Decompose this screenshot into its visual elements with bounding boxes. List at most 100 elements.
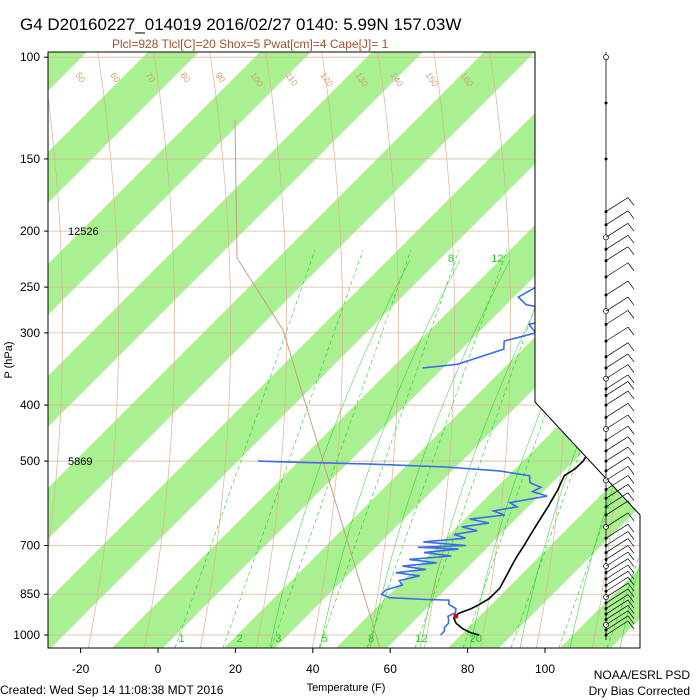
wind-barb-feather <box>627 564 635 574</box>
wind-barb-feather <box>627 466 635 475</box>
dry-adiabat <box>141 52 176 648</box>
wind-barb-feather <box>627 620 635 630</box>
temperature-band <box>396 52 640 648</box>
wind-barb <box>605 484 629 499</box>
wind-barb <box>605 551 629 567</box>
wind-barb <box>605 296 629 312</box>
x-tick-label: -20 <box>72 662 90 676</box>
wind-barb-feather <box>627 223 635 232</box>
wind-barb <box>605 492 629 508</box>
wind-barb <box>605 374 629 390</box>
wind-barb-feather <box>627 599 635 609</box>
wind-barb <box>605 456 629 472</box>
wind-barb-feather <box>627 425 635 435</box>
mixing-ratio-line <box>174 249 316 648</box>
wind-barb <box>605 538 629 553</box>
y-tick-label: 150 <box>20 152 40 166</box>
wind-barb-feather <box>627 594 635 603</box>
mixing-ratio-label: 24 <box>673 253 685 265</box>
wind-barb <box>605 414 629 430</box>
moist-adiabat <box>419 259 561 648</box>
wind-barb-feather <box>627 610 635 619</box>
wind-barbs <box>603 52 635 640</box>
wind-barb-feather <box>627 296 635 306</box>
wind-barb-feather <box>627 551 635 561</box>
wind-barb <box>605 558 629 573</box>
wind-barb <box>605 436 629 452</box>
wind-barb <box>605 523 629 539</box>
wind-barb <box>605 475 629 490</box>
dry-adiabat-label: 90 <box>213 70 227 84</box>
wind-barb <box>605 403 629 418</box>
wind-barb-feather <box>627 262 635 272</box>
wind-barb <box>605 223 629 238</box>
temperature-band <box>48 52 475 648</box>
wind-barb <box>605 381 629 396</box>
wind-barb <box>605 342 629 358</box>
dry-adiabat <box>48 52 64 648</box>
wind-barb-feather <box>627 353 635 363</box>
lcl-marker <box>453 613 459 619</box>
plot-frame <box>47 51 641 649</box>
wind-barb-feather <box>627 524 635 533</box>
wind-barb <box>605 197 629 212</box>
wind-barb <box>605 310 629 325</box>
y-tick-label: 400 <box>20 398 40 412</box>
height-label: 5869 <box>68 456 92 468</box>
wind-barb <box>605 615 629 631</box>
wind-barb <box>605 234 629 250</box>
credit-line-2: Dry Bias Corrected <box>589 684 690 698</box>
wind-barb <box>605 262 629 278</box>
created-timestamp: Created: Wed Sep 14 11:08:38 MDT 2016 <box>0 683 224 697</box>
dry-adiabat <box>477 52 512 648</box>
mixing-ratio-bottom-label: 2 <box>237 633 243 645</box>
wind-barb <box>605 594 629 609</box>
wind-barb-feather <box>627 310 635 319</box>
wind-barb-feather <box>627 446 635 456</box>
wind-barb-feather <box>627 197 635 206</box>
y-tick-label: 850 <box>20 587 40 601</box>
wind-barb-feather <box>627 531 635 540</box>
wind-barb-feather <box>627 436 635 446</box>
mixing-ratio-line <box>366 249 508 648</box>
wind-barb-feather <box>627 364 635 373</box>
mixing-ratio-bottom-label: 5 <box>322 633 328 645</box>
dry-adiabat-label: 70 <box>143 70 157 84</box>
dry-adiabat <box>309 52 344 648</box>
wind-barb <box>605 326 629 342</box>
mixing-ratio-line <box>606 249 640 648</box>
wind-barb-feather <box>627 280 635 290</box>
chart-title: G4 D20160227_014019 2016/02/27 0140: 5.9… <box>20 15 461 34</box>
x-tick-label: 40 <box>306 662 320 676</box>
mixing-ratio-line <box>318 249 460 648</box>
mixing-ratio-bottom-label: 1 <box>179 633 185 645</box>
height-label: 12526 <box>68 226 99 238</box>
barb-circle <box>603 54 609 61</box>
wind-barb-feather <box>627 577 635 586</box>
y-tick-label: 300 <box>20 326 40 340</box>
x-tick-label: 0 <box>155 662 162 676</box>
moist-adiabat <box>269 259 411 648</box>
y-tick-label: 200 <box>20 224 40 238</box>
wind-barb-feather <box>627 390 635 400</box>
dry-adiabat <box>365 52 400 648</box>
mixing-ratio-bottom-label: 8 <box>368 633 374 645</box>
wind-barb <box>605 582 629 598</box>
dry-adiabat <box>646 40 679 660</box>
dry-adiabat <box>253 52 288 648</box>
temperature-band <box>48 52 251 648</box>
wind-barb <box>605 605 629 620</box>
dry-adiabat <box>197 52 232 648</box>
wind-barb <box>605 599 629 615</box>
dry-adiabat-label: 80 <box>178 70 192 84</box>
wind-barb-feather <box>627 414 635 424</box>
temperature-band <box>48 52 363 648</box>
wind-barb <box>605 390 629 406</box>
y-tick-label: 1000 <box>13 628 40 642</box>
wind-barb-feather <box>627 475 635 484</box>
y-axis-label: P (hPa) <box>3 341 15 378</box>
wind-barb-feather <box>627 615 635 625</box>
